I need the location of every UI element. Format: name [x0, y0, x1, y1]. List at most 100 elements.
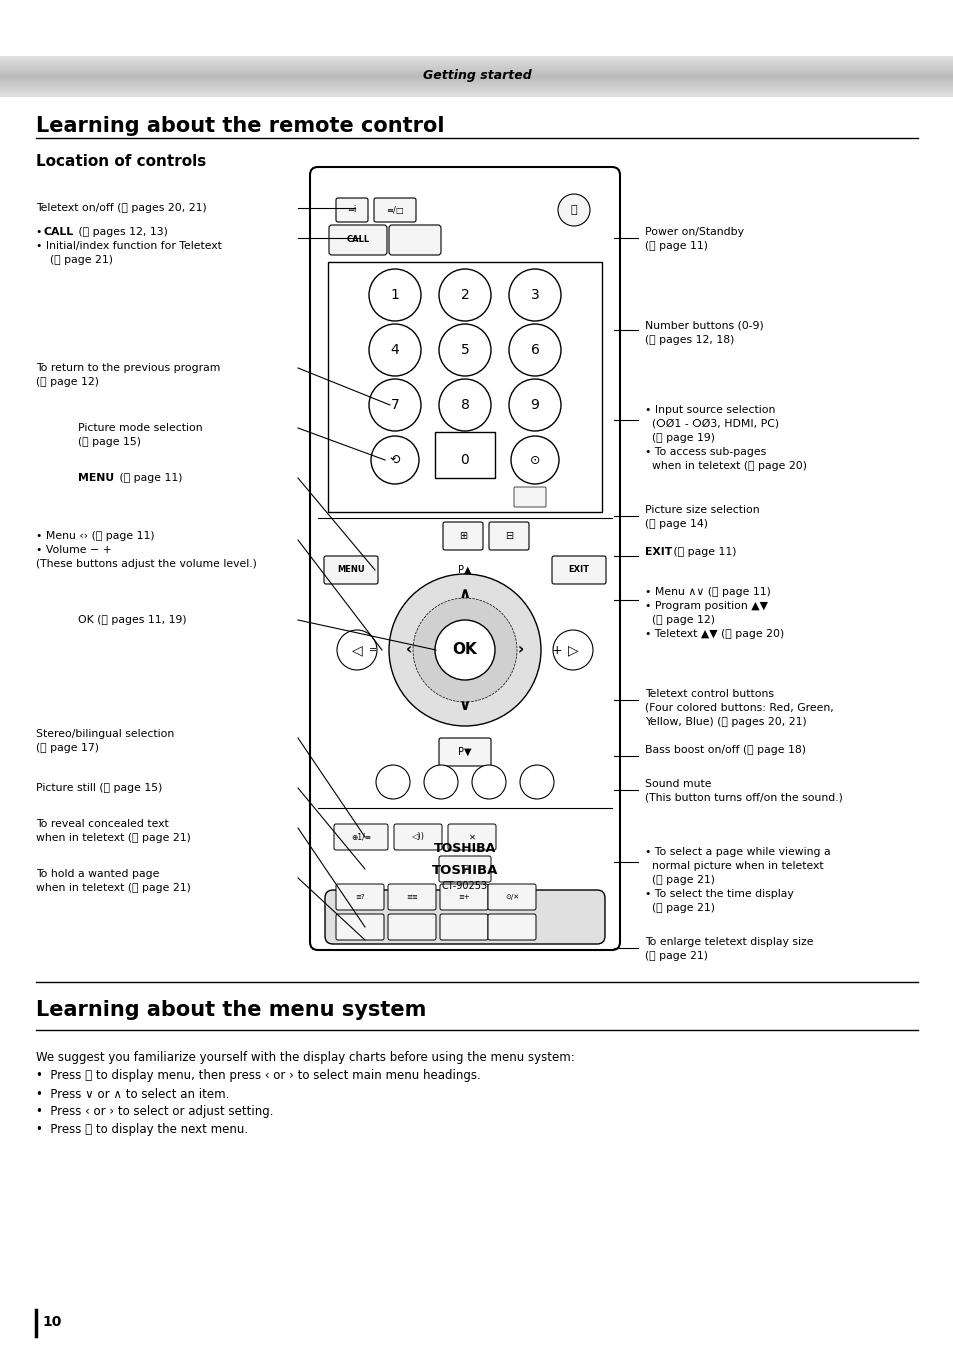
Circle shape	[413, 598, 517, 702]
Text: Picture still (⨟ page 15): Picture still (⨟ page 15)	[36, 783, 162, 792]
Text: (⨟ page 14): (⨟ page 14)	[644, 518, 707, 529]
Text: •  Press ∨ or ∧ to select an item.: • Press ∨ or ∧ to select an item.	[36, 1088, 229, 1100]
Bar	[0, 92, 953, 93]
Text: Bass boost on/off (⨟ page 18): Bass boost on/off (⨟ page 18)	[644, 745, 805, 755]
Circle shape	[509, 324, 560, 377]
Text: EXIT: EXIT	[644, 547, 672, 558]
FancyBboxPatch shape	[335, 198, 368, 221]
Text: ≡?: ≡?	[355, 894, 364, 900]
Text: MENU: MENU	[78, 472, 114, 483]
Text: To reveal concealed text: To reveal concealed text	[36, 819, 169, 829]
FancyBboxPatch shape	[438, 738, 491, 765]
FancyBboxPatch shape	[325, 890, 604, 944]
Circle shape	[336, 630, 376, 670]
Text: 9: 9	[530, 398, 538, 412]
Circle shape	[375, 765, 410, 799]
Text: • Menu ∧∨ (⨟ page 11): • Menu ∧∨ (⨟ page 11)	[644, 587, 770, 597]
Circle shape	[423, 765, 457, 799]
Bar	[0, 90, 953, 93]
FancyBboxPatch shape	[394, 824, 441, 850]
FancyBboxPatch shape	[439, 914, 488, 940]
Bar	[0, 59, 953, 61]
Text: ⊙: ⊙	[529, 454, 539, 467]
Circle shape	[509, 379, 560, 431]
Text: 0: 0	[460, 454, 469, 467]
Text: Picture size selection: Picture size selection	[644, 505, 759, 514]
Text: Number buttons (0-9): Number buttons (0-9)	[644, 321, 763, 331]
Text: (⨟ page 17): (⨟ page 17)	[36, 743, 99, 753]
Circle shape	[369, 324, 420, 377]
Bar	[0, 78, 953, 80]
FancyBboxPatch shape	[438, 856, 491, 882]
Text: To return to the previous program: To return to the previous program	[36, 363, 220, 373]
FancyBboxPatch shape	[388, 884, 436, 910]
FancyBboxPatch shape	[489, 522, 529, 549]
Bar	[0, 86, 953, 88]
Circle shape	[389, 574, 540, 726]
Bar	[0, 63, 953, 66]
Text: • Teletext ▲▼ (⨟ page 20): • Teletext ▲▼ (⨟ page 20)	[644, 629, 783, 639]
Circle shape	[369, 379, 420, 431]
Text: (⨟ page 11): (⨟ page 11)	[116, 472, 182, 483]
Text: ≡≡: ≡≡	[406, 894, 417, 900]
FancyBboxPatch shape	[389, 225, 440, 255]
Bar	[0, 55, 953, 58]
Text: ⟲: ⟲	[390, 454, 400, 467]
Circle shape	[369, 269, 420, 321]
Text: CALL: CALL	[346, 235, 369, 244]
Text: CALL: CALL	[44, 227, 74, 238]
FancyBboxPatch shape	[335, 884, 384, 910]
Text: • Program position ▲▼: • Program position ▲▼	[644, 601, 767, 612]
Text: Picture mode selection: Picture mode selection	[78, 423, 202, 433]
Bar	[0, 68, 953, 69]
Bar	[0, 72, 953, 73]
Circle shape	[438, 379, 491, 431]
FancyBboxPatch shape	[335, 914, 384, 940]
Bar	[0, 90, 953, 92]
Text: (⨟ page 11): (⨟ page 11)	[644, 242, 707, 251]
Text: (This button turns off/on the sound.): (This button turns off/on the sound.)	[644, 792, 842, 803]
Text: ◁)): ◁))	[411, 833, 424, 841]
Bar	[435, 432, 495, 478]
Bar	[0, 66, 953, 68]
Text: when in teletext (⨟ page 20): when in teletext (⨟ page 20)	[644, 460, 806, 471]
Text: MENU: MENU	[336, 566, 364, 575]
Bar	[328, 262, 601, 512]
Text: ⊕1/≡: ⊕1/≡	[351, 833, 371, 841]
Text: TOSHIBA: TOSHIBA	[432, 864, 497, 876]
Text: Location of controls: Location of controls	[36, 154, 206, 170]
Text: ⊞: ⊞	[458, 531, 467, 541]
Text: ≡i: ≡i	[347, 205, 356, 215]
Bar	[0, 89, 953, 90]
Bar	[0, 82, 953, 84]
Text: 7: 7	[390, 398, 399, 412]
Text: Learning about the menu system: Learning about the menu system	[36, 1000, 426, 1021]
FancyBboxPatch shape	[329, 225, 387, 255]
Text: • To select a page while viewing a: • To select a page while viewing a	[644, 846, 830, 857]
Text: 3: 3	[530, 288, 538, 302]
Circle shape	[438, 324, 491, 377]
Text: (⨟ page 12): (⨟ page 12)	[644, 616, 714, 625]
Bar	[0, 81, 953, 82]
Bar	[0, 84, 953, 85]
FancyBboxPatch shape	[374, 198, 416, 221]
Text: ≡+: ≡+	[457, 894, 470, 900]
FancyBboxPatch shape	[439, 884, 488, 910]
Bar	[0, 69, 953, 70]
FancyBboxPatch shape	[388, 914, 436, 940]
Text: Teletext on/off (⨟ pages 20, 21): Teletext on/off (⨟ pages 20, 21)	[36, 202, 207, 213]
Text: •  Press Ⓜ to display menu, then press ‹ or › to select main menu headings.: • Press Ⓜ to display menu, then press ‹ …	[36, 1069, 480, 1083]
Bar	[0, 68, 953, 69]
Circle shape	[472, 765, 505, 799]
FancyBboxPatch shape	[442, 522, 482, 549]
Circle shape	[371, 436, 418, 485]
Text: • To select the time display: • To select the time display	[644, 890, 793, 899]
Text: Getting started: Getting started	[422, 69, 531, 82]
Text: (⨟ page 21): (⨟ page 21)	[644, 875, 714, 886]
Text: (These buttons adjust the volume level.): (These buttons adjust the volume level.)	[36, 559, 256, 568]
Text: CT-90253: CT-90253	[441, 882, 488, 891]
Text: ⊙/✕: ⊙/✕	[504, 894, 518, 900]
Text: To enlarge teletext display size: To enlarge teletext display size	[644, 937, 813, 946]
Text: ◁: ◁	[352, 643, 362, 657]
FancyBboxPatch shape	[488, 884, 536, 910]
